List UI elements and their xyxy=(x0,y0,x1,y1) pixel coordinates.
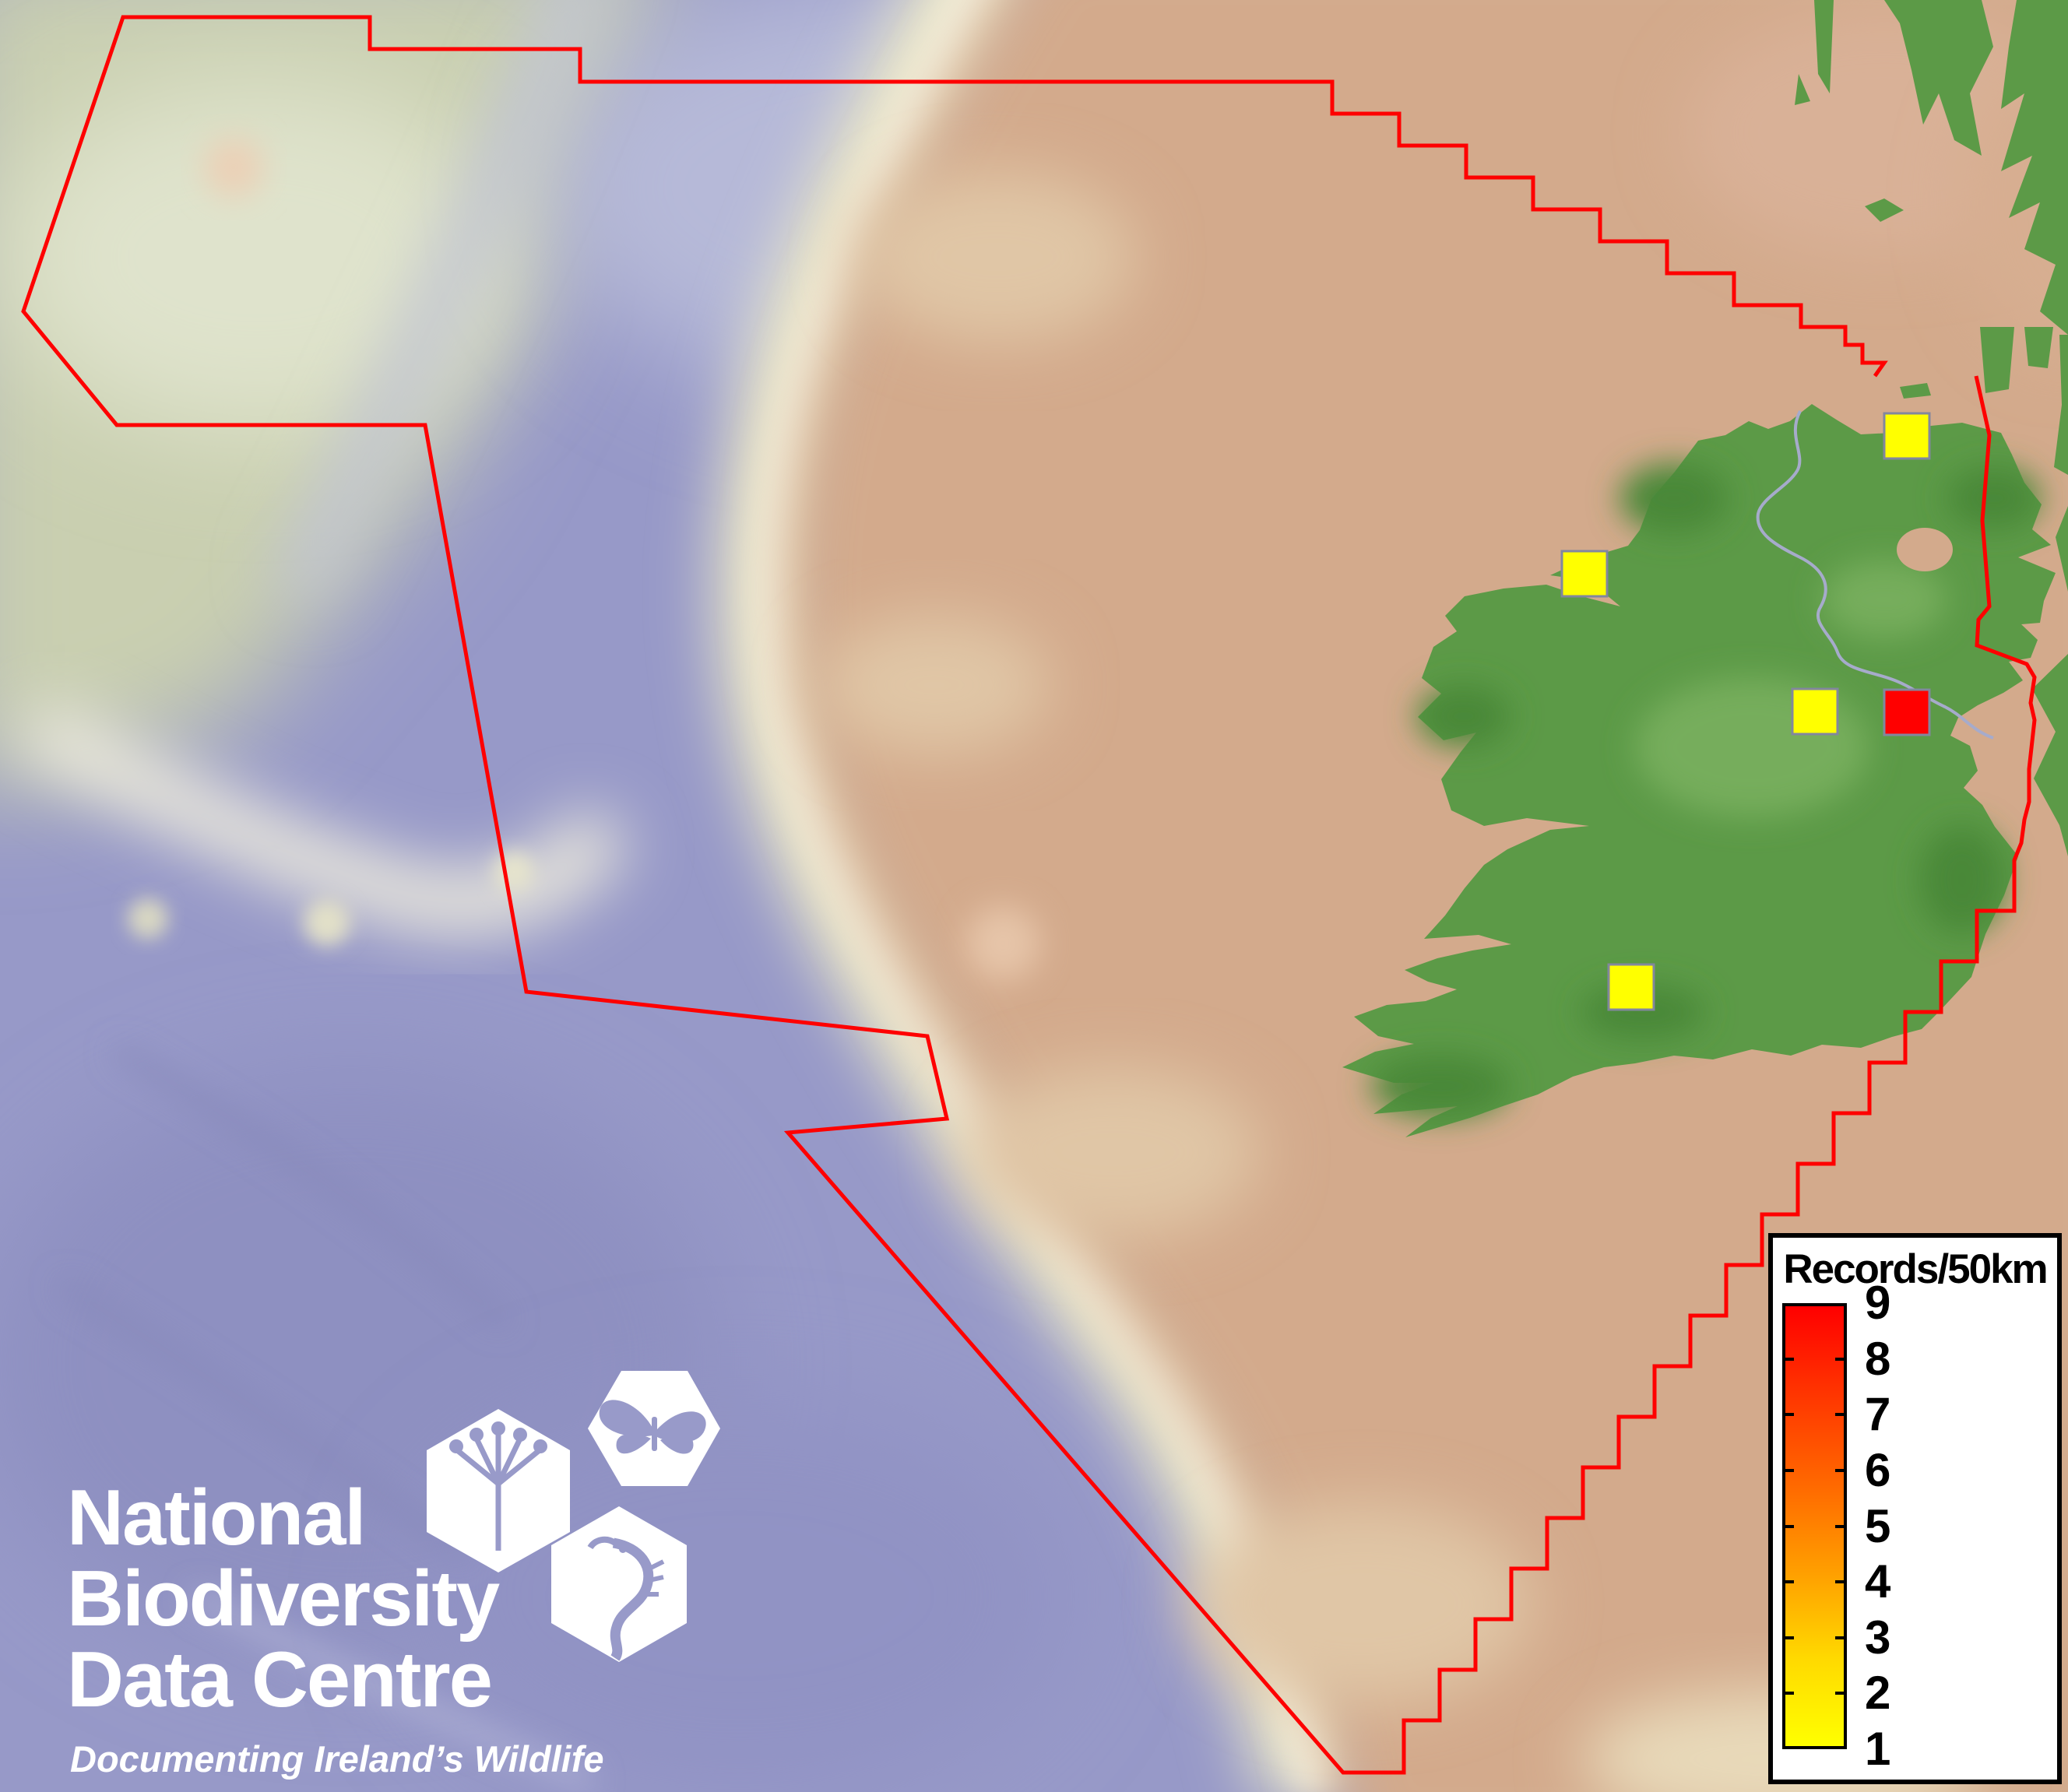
legend-tick-label: 7 xyxy=(1865,1388,1891,1441)
landmass-scotland xyxy=(1795,0,2068,856)
legend-tick-label: 8 xyxy=(1865,1332,1891,1385)
logo-text-line1: National xyxy=(67,1474,366,1562)
butterfly-icon xyxy=(599,1400,706,1454)
legend-tick-label: 6 xyxy=(1865,1443,1891,1496)
legend-tick-mark xyxy=(1782,1692,1794,1695)
logo-text-line3: Data Centre xyxy=(67,1636,493,1723)
legend-tick-label: 3 xyxy=(1865,1611,1891,1664)
landmass-ireland xyxy=(1342,404,2056,1137)
nbdc-logo-hexagons xyxy=(427,1371,720,1662)
legend-tick-mark xyxy=(1782,1636,1794,1639)
cell-midlands xyxy=(1791,687,1839,736)
legend-tick-label: 5 xyxy=(1865,1499,1891,1552)
logo-tagline: Documenting Ireland’s Wildlife xyxy=(70,1738,604,1780)
legend-tick-mark xyxy=(1835,1580,1847,1584)
cell-antrim xyxy=(1883,412,1931,460)
cell-southwest xyxy=(1607,963,1655,1011)
legend-tick-label: 1 xyxy=(1865,1723,1891,1775)
legend-tick-mark xyxy=(1782,1357,1794,1361)
plant-umbel-icon xyxy=(449,1421,547,1551)
cell-dublin xyxy=(1883,688,1931,736)
record-cells-layer xyxy=(1560,412,1931,1011)
legend-tick-mark xyxy=(1782,1580,1794,1584)
logo-text-line2: Biodiversity xyxy=(67,1555,500,1643)
legend-tick-mark xyxy=(1835,1468,1847,1472)
legend-title: Records/50km xyxy=(1783,1246,2048,1292)
legend-tick-mark xyxy=(1782,1524,1794,1528)
hexagon-seahorse xyxy=(551,1506,687,1662)
seahorse-icon xyxy=(587,1536,665,1661)
legend-tick-label: 9 xyxy=(1865,1277,1891,1329)
legend-tick-label: 4 xyxy=(1865,1555,1891,1608)
lough-neagh xyxy=(1897,528,1953,571)
legend-tick-mark xyxy=(1782,1413,1794,1417)
legend-tick-mark xyxy=(1835,1692,1847,1695)
legend-tick-mark xyxy=(1835,1636,1847,1639)
cell-mayo xyxy=(1560,550,1609,598)
legend-tick-label: 2 xyxy=(1865,1667,1891,1720)
legend-tick-mark xyxy=(1782,1468,1794,1472)
legend-tick-mark xyxy=(1835,1413,1847,1417)
legend-tick-mark xyxy=(1835,1524,1847,1528)
eez-boundary-line xyxy=(21,15,2037,1775)
legend-tick-mark xyxy=(1835,1357,1847,1361)
